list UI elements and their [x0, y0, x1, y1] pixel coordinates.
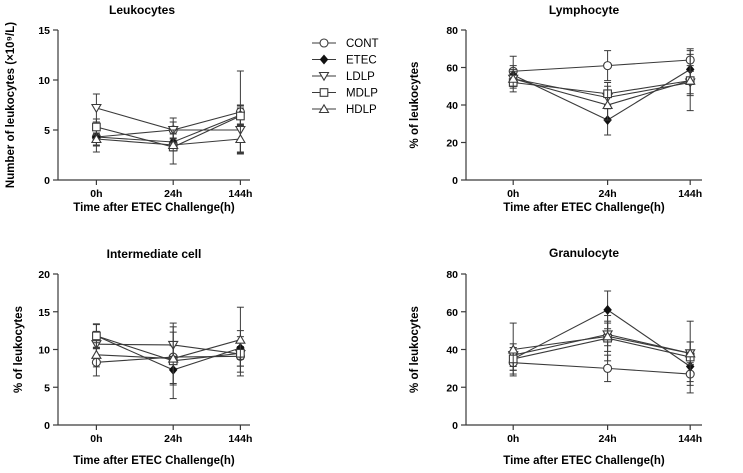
- y-tick-label: 40: [446, 100, 458, 112]
- x-tick-label: 144h: [678, 433, 702, 445]
- y-tick-label: 10: [38, 75, 50, 87]
- y-tick-label: 10: [38, 345, 50, 357]
- chart-panel-3: Intermediate cell 0 5 10 15 20 0h 24h 144h Time a…: [13, 247, 252, 467]
- legend-label-hdlp: HDLP: [346, 104, 377, 116]
- data-point-hdlp: [167, 139, 179, 150]
- y-tick-label: 0: [452, 420, 458, 432]
- series-line-cont: [96, 111, 241, 138]
- series-mdlp: [508, 315, 695, 394]
- series-line-mdlp: [96, 115, 241, 148]
- y-tick-label: 0: [452, 175, 458, 187]
- data-point-hdlp: [167, 353, 179, 363]
- series-mdlp: [508, 50, 695, 112]
- y-axis-label: % of leukocytes: [409, 306, 421, 393]
- y-tick-label: 5: [44, 125, 50, 137]
- legend-marker-hdlp: [318, 103, 330, 114]
- y-axis-label: % of leukocytes: [409, 62, 421, 149]
- series-line-etec: [512, 68, 691, 121]
- legend-label-cont: CONT: [346, 38, 379, 50]
- data-point-hdlp: [602, 330, 614, 341]
- chart-panel-1: Leukocytes 0 5 10 15 0h 24h 144h Time after ETEC…: [5, 3, 252, 214]
- y-tick-label: 80: [446, 269, 458, 281]
- y-tick-label: 0: [44, 420, 50, 432]
- series-ldlp: [507, 322, 696, 367]
- y-tick-label: 60: [446, 307, 458, 319]
- series-hdlp: [507, 320, 696, 377]
- y-tick-label: 20: [446, 138, 458, 150]
- x-tick-label: 24h: [599, 188, 617, 200]
- y-tick-label: 0: [44, 175, 50, 187]
- data-point-etec: [603, 304, 612, 315]
- series-cont: [91, 345, 245, 377]
- data-point-hdlp: [234, 133, 246, 144]
- data-point-ldlp: [90, 103, 102, 114]
- series-cont: [508, 350, 695, 386]
- y-axis-label: Number of leukocytes (×10⁹/L): [5, 22, 17, 188]
- series-etec: [92, 104, 245, 151]
- legend-marker-mdlp: [319, 88, 329, 97]
- legend-label-etec: ETEC: [346, 55, 377, 67]
- series-hdlp: [90, 306, 246, 386]
- data-point-hdlp: [684, 347, 696, 358]
- x-tick-label: 0h: [507, 188, 519, 200]
- y-tick-label: 15: [38, 307, 50, 319]
- y-tick-label: 80: [446, 25, 458, 37]
- series-cont: [508, 48, 695, 87]
- y-tick-label: 20: [446, 382, 458, 394]
- chart-panel-4: Granulocyte 0 20 40 60 80 0h 24h 144h Time after …: [409, 246, 702, 467]
- y-tick-label: 5: [44, 382, 50, 394]
- chart-title: Leukocytes: [109, 3, 175, 17]
- legend-label-mdlp: MDLP: [346, 88, 378, 100]
- x-tick-label: 144h: [228, 188, 252, 200]
- series-line-hdlp: [513, 78, 691, 106]
- data-point-hdlp: [90, 349, 102, 359]
- chart-panel-2: Lymphocyte 0 20 40 60 80 0h 24h 144h Time after E…: [409, 3, 702, 214]
- legend: CONT ETEC LDLP MDLP HDLP: [312, 38, 379, 116]
- legend-marker-ldlp: [318, 71, 330, 82]
- x-tick-label: 0h: [90, 433, 102, 445]
- series-etec: [92, 323, 245, 384]
- data-point-cont: [603, 61, 613, 71]
- x-tick-label: 24h: [164, 433, 182, 445]
- data-point-hdlp: [602, 99, 614, 110]
- data-point-hdlp: [684, 75, 696, 85]
- data-point-hdlp: [90, 133, 102, 144]
- y-tick-label: 20: [38, 269, 50, 281]
- y-tick-label: 15: [38, 25, 50, 37]
- data-point-hdlp: [507, 73, 519, 83]
- series-hdlp: [507, 65, 696, 121]
- x-tick-label: 0h: [507, 433, 519, 445]
- data-point-hdlp: [234, 334, 246, 344]
- x-tick-label: 0h: [90, 188, 102, 200]
- series-line-etec: [512, 309, 691, 367]
- x-tick-label: 144h: [228, 433, 252, 445]
- data-point-hdlp: [507, 344, 519, 354]
- chart-title: Intermediate cell: [107, 247, 202, 261]
- legend-marker-etec: [319, 54, 329, 65]
- y-tick-label: 60: [446, 63, 458, 75]
- series-line-cont: [513, 362, 691, 375]
- x-axis-label: Time after ETEC Challenge(h): [73, 455, 235, 467]
- series-hdlp: [90, 123, 246, 155]
- x-tick-label: 144h: [678, 188, 702, 200]
- series-ldlp: [90, 326, 246, 367]
- y-axis-label: % of leukocytes: [13, 306, 25, 393]
- legend-label-ldlp: LDLP: [346, 71, 375, 83]
- chart-title: Lymphocyte: [549, 3, 620, 17]
- legend-marker-cont: [319, 38, 329, 48]
- chart-title: Granulocyte: [549, 246, 619, 260]
- y-tick-label: 40: [446, 345, 458, 357]
- data-point-cont: [603, 363, 613, 373]
- x-tick-label: 24h: [599, 433, 617, 445]
- x-axis-label: Time after ETEC Challenge(h): [503, 455, 665, 467]
- series-line-cont: [513, 59, 691, 72]
- data-point-mdlp: [92, 122, 101, 132]
- x-axis-label: Time after ETEC Challenge(h): [503, 202, 665, 214]
- x-axis-label: Time after ETEC Challenge(h): [73, 202, 235, 214]
- x-tick-label: 24h: [164, 188, 182, 200]
- data-point-mdlp: [236, 111, 245, 121]
- data-point-mdlp: [92, 331, 101, 341]
